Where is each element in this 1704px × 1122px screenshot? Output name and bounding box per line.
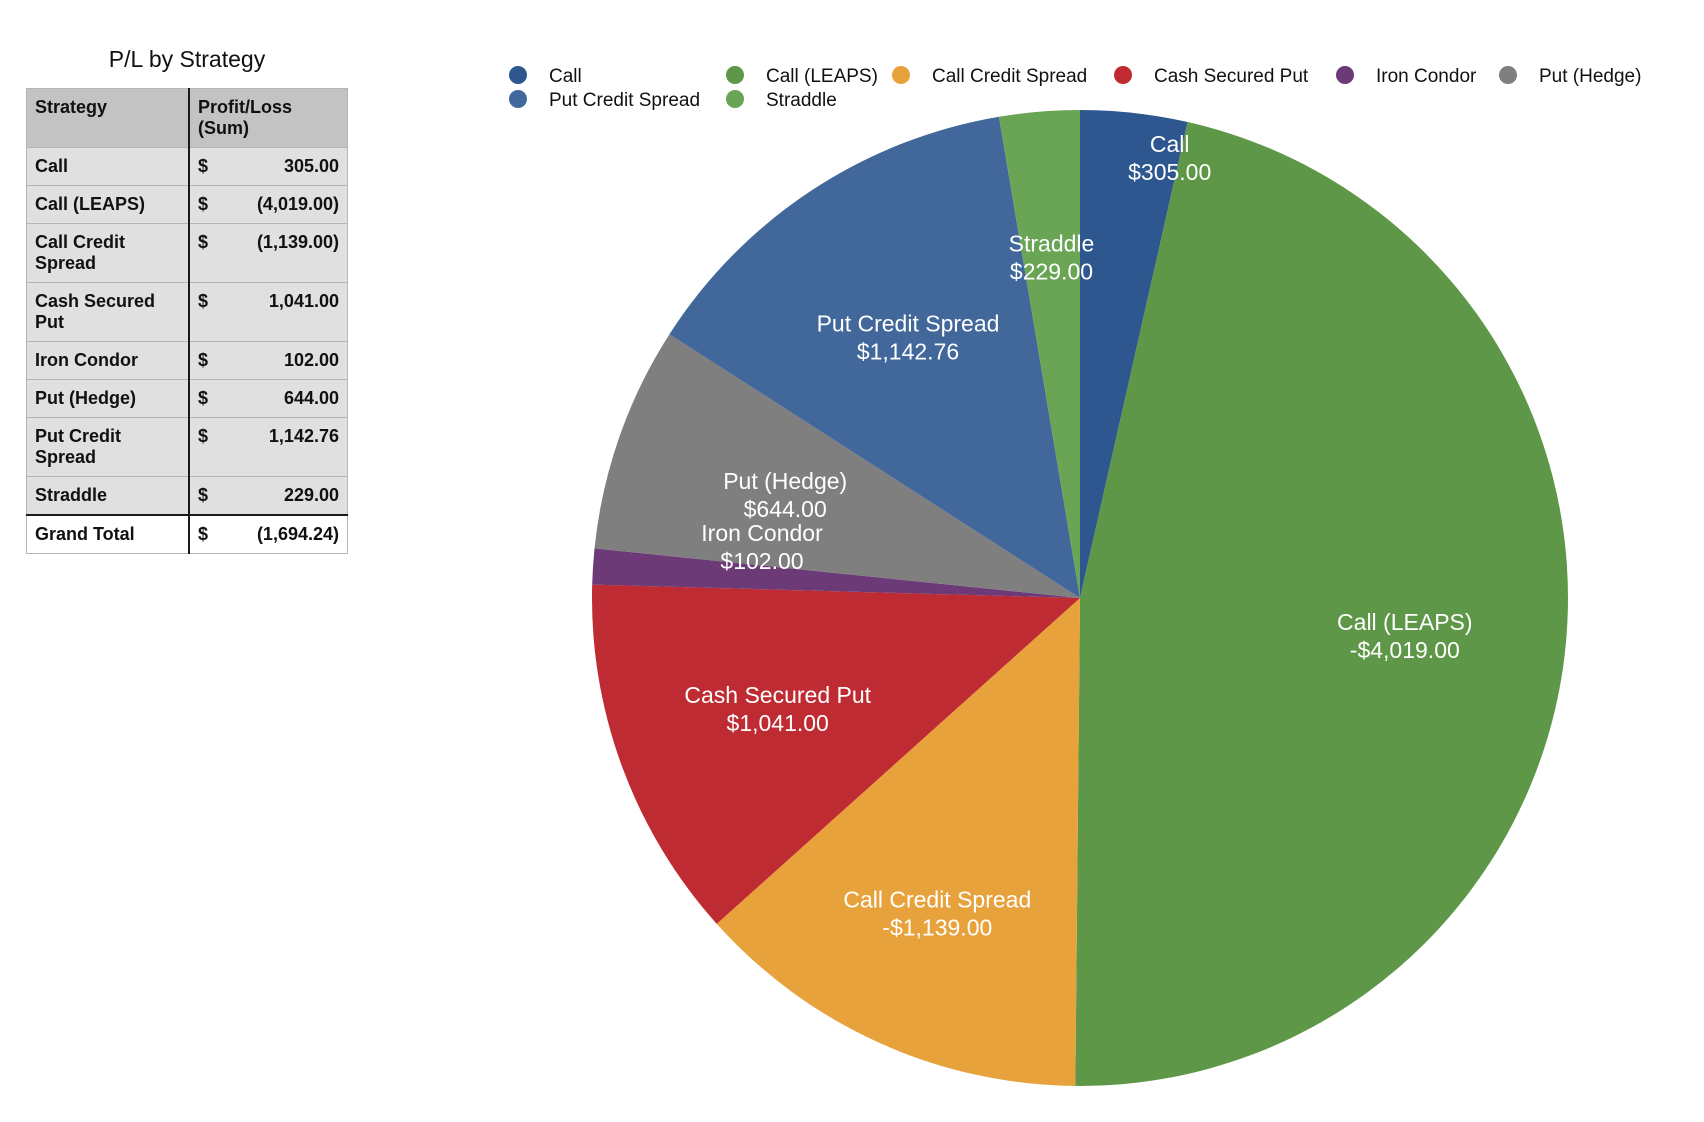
- profit-loss-value: 1,142.76: [268, 426, 339, 446]
- table-row: Put (Hedge) $644.00: [26, 379, 348, 418]
- pie-slice: [592, 548, 1080, 598]
- slice-value-label: $644.00: [744, 496, 827, 522]
- slice-category-label: Straddle: [1009, 231, 1095, 257]
- profit-loss-cell: $1,041.00: [188, 282, 348, 342]
- profit-loss-value: 305.00: [283, 156, 339, 176]
- profit-loss-cell: $644.00: [188, 379, 348, 418]
- legend-label: Straddle: [766, 90, 837, 111]
- slice-value-label: $102.00: [720, 548, 803, 574]
- pie-slice: [1075, 122, 1568, 1087]
- legend-marker: [509, 66, 527, 84]
- profit-loss-value: (1,694.24): [256, 524, 339, 544]
- legend-label: Cash Secured Put: [1154, 66, 1309, 87]
- currency-symbol: $: [198, 194, 209, 214]
- slice-value-label: $1,142.76: [857, 338, 959, 364]
- slice-value-label: $1,041.00: [727, 710, 829, 736]
- legend-marker: [726, 90, 744, 108]
- profit-loss-cell: $305.00: [188, 147, 348, 186]
- slice-category-label: Call Credit Spread: [843, 887, 1031, 913]
- profit-loss-cell: $229.00: [188, 476, 348, 516]
- profit-loss-cell: $ (1,694.24): [188, 514, 348, 554]
- profit-loss-value: 644.00: [283, 388, 339, 408]
- legend-marker: [509, 90, 527, 108]
- slice-category-label: Put (Hedge): [723, 468, 847, 494]
- currency-symbol: $: [198, 232, 209, 252]
- profit-loss-value: 229.00: [283, 485, 339, 505]
- strategy-cell: Call Credit Spread: [26, 223, 190, 283]
- pie-slice: [594, 334, 1080, 598]
- profit-loss-cell: $ (1,139.00): [188, 223, 348, 283]
- slice-category-label: Call: [1150, 131, 1190, 157]
- pie-slice: [998, 110, 1080, 598]
- profit-loss-cell: $ (4,019.00): [188, 185, 348, 224]
- currency-symbol: $: [198, 426, 209, 446]
- pl-table: Strategy Profit/Loss (Sum) Call $305.00 Ca…: [26, 88, 348, 554]
- table-header-row: Strategy Profit/Loss (Sum): [26, 88, 348, 148]
- strategy-cell: Put Credit Spread: [26, 417, 190, 477]
- currency-symbol: $: [198, 350, 209, 370]
- legend-label: Put (Hedge): [1539, 66, 1641, 87]
- profit-loss-value: 1,041.00: [268, 291, 339, 311]
- table-row: Call $305.00: [26, 147, 348, 186]
- header-profit-loss: Profit/Loss (Sum): [188, 88, 348, 148]
- legend-marker: [726, 66, 744, 84]
- profit-loss-value: (1,139.00): [256, 232, 339, 252]
- legend-label: Call (LEAPS): [766, 66, 878, 87]
- pie-slices: [591, 110, 1568, 1087]
- currency-symbol: $: [198, 524, 209, 544]
- pie-slice: [669, 116, 1080, 598]
- slice-category-label: Cash Secured Put: [684, 682, 871, 708]
- profit-loss-value: 102.00: [283, 350, 339, 370]
- slice-category-label: Call (LEAPS): [1337, 609, 1472, 635]
- strategy-cell: Straddle: [26, 476, 190, 516]
- table-row: Call Credit Spread $ (1,139.00): [26, 223, 348, 283]
- slice-value-label: -$4,019.00: [1350, 637, 1460, 663]
- slice-value-label: $305.00: [1128, 159, 1211, 185]
- slice-category-label: Iron Condor: [701, 520, 823, 546]
- pie-slice: [1080, 110, 1188, 598]
- legend: Call Call (LEAPS) Call Credit Spread Cash S…: [509, 66, 1641, 111]
- table-row: Cash Secured Put $1,041.00: [26, 282, 348, 342]
- legend-label: Call: [549, 66, 582, 87]
- profit-loss-value: (4,019.00): [256, 194, 339, 214]
- pie-slice: [716, 598, 1080, 1086]
- strategy-cell: Call: [26, 147, 190, 186]
- legend-label: Iron Condor: [1376, 66, 1477, 87]
- legend-marker: [1114, 66, 1132, 84]
- legend-marker: [1336, 66, 1354, 84]
- strategy-cell: Cash Secured Put: [26, 282, 190, 342]
- profit-loss-cell: $102.00: [188, 341, 348, 380]
- header-strategy: Strategy: [26, 88, 190, 148]
- profit-loss-cell: $1,142.76: [188, 417, 348, 477]
- legend-marker: [1499, 66, 1517, 84]
- currency-symbol: $: [198, 485, 209, 505]
- table-row: Put Credit Spread $1,142.76: [26, 417, 348, 477]
- slice-category-label: Put Credit Spread: [817, 310, 1000, 336]
- strategy-cell: Put (Hedge): [26, 379, 190, 418]
- slice-labels: Call$305.00 Call (LEAPS)-$4,019.00 Call Cr…: [684, 131, 1472, 941]
- pie-slice: [591, 584, 1080, 924]
- slice-value-label: $229.00: [1010, 259, 1093, 285]
- legend-marker: [892, 66, 910, 84]
- table-total-row: Grand Total $ (1,694.24): [26, 514, 348, 554]
- strategy-cell: Grand Total: [26, 514, 190, 554]
- slice-value-label: -$1,139.00: [882, 915, 992, 941]
- table-row: Straddle $229.00: [26, 476, 348, 516]
- legend-label: Call Credit Spread: [932, 66, 1087, 87]
- legend-label: Put Credit Spread: [549, 90, 700, 111]
- table-title: P/L by Strategy: [108, 46, 266, 72]
- currency-symbol: $: [198, 388, 209, 408]
- currency-symbol: $: [198, 291, 209, 311]
- currency-symbol: $: [198, 156, 209, 176]
